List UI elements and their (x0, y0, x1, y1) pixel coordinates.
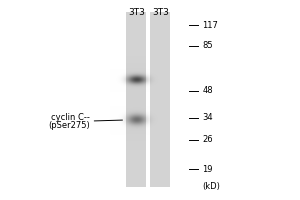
Text: 85: 85 (202, 42, 213, 50)
Text: 26: 26 (202, 136, 213, 144)
Text: (kD): (kD) (202, 182, 220, 190)
Text: 3T3: 3T3 (152, 8, 169, 17)
Text: 3T3: 3T3 (128, 8, 145, 17)
Text: 117: 117 (202, 21, 218, 29)
Text: 48: 48 (202, 86, 213, 95)
Text: 19: 19 (202, 164, 213, 173)
Text: 34: 34 (202, 114, 213, 122)
Text: (pSer275): (pSer275) (48, 120, 90, 130)
Text: cyclin C--: cyclin C-- (51, 112, 90, 121)
